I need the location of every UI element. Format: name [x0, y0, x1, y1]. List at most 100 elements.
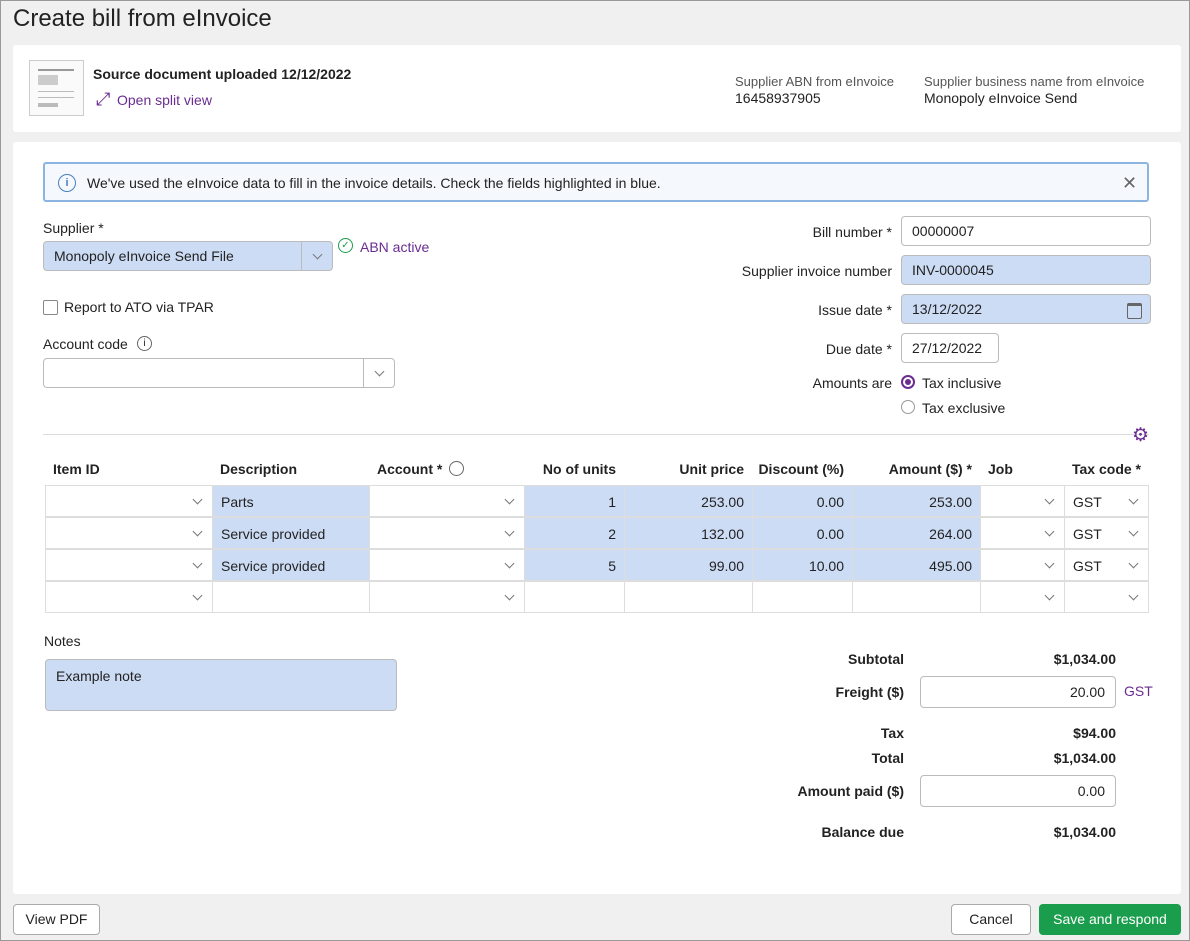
table-cell[interactable] [524, 581, 625, 613]
due-date-input[interactable]: 27/12/2022 [901, 333, 999, 363]
column-header: Unit price [679, 461, 744, 477]
balance-label: Balance due [821, 824, 904, 840]
abn-check-icon: ✓ [338, 238, 353, 253]
supplier-invoice-label: Supplier invoice number [741, 263, 892, 279]
table-cell[interactable]: Service provided [212, 517, 370, 549]
radio[interactable] [901, 400, 915, 414]
table-cell[interactable] [45, 581, 213, 613]
column-header: No of units [542, 461, 616, 477]
abn-value: 16458937905 [735, 90, 821, 106]
table-cell[interactable]: 99.00 [624, 549, 753, 581]
view-pdf-button[interactable]: View PDF [13, 904, 100, 935]
paid-label: Amount paid ($) [797, 783, 904, 799]
abn-label: Supplier ABN from eInvoice [735, 74, 894, 89]
amounts-label: Amounts are [812, 375, 892, 391]
freight-input[interactable]: 20.00 [920, 676, 1116, 708]
table-cell[interactable]: 1 [524, 485, 625, 517]
freight-tax-code[interactable]: GST [1124, 683, 1153, 699]
tax-value: $94.00 [1073, 725, 1116, 741]
tpar-checkbox[interactable] [43, 300, 58, 315]
table-cell[interactable]: Parts [212, 485, 370, 517]
table-cell[interactable] [1064, 581, 1149, 613]
paid-input[interactable]: 0.00 [920, 775, 1116, 807]
bill-number-label: Bill number * [812, 224, 892, 240]
table-cell[interactable] [852, 581, 981, 613]
column-header: Discount (%) [758, 461, 844, 477]
document-thumbnail[interactable] [29, 60, 84, 116]
due-date-label: Due date * [825, 341, 892, 357]
table-cell[interactable]: 10.00 [752, 549, 853, 581]
calendar-icon[interactable] [1127, 303, 1142, 319]
table-cell[interactable]: 264.00 [852, 517, 981, 549]
tax-label: Tax [880, 725, 904, 741]
upload-info: Source document uploaded 12/12/2022 [93, 66, 352, 82]
supplier-invoice-input[interactable]: INV-0000045 [901, 255, 1151, 285]
notes-label: Notes [44, 633, 81, 649]
info-alert [43, 162, 1149, 202]
business-label: Supplier business name from eInvoice [924, 74, 1145, 89]
table-cell[interactable]: 132.00 [624, 517, 753, 549]
cancel-button[interactable]: Cancel [951, 904, 1031, 935]
table-cell[interactable] [45, 485, 213, 517]
abn-status: ABN active [360, 239, 430, 255]
column-header: Account * [377, 461, 443, 477]
account-code-select[interactable] [43, 358, 395, 388]
table-cell[interactable]: GST [1064, 517, 1149, 549]
close-alert[interactable]: ✕ [1122, 173, 1138, 193]
table-cell[interactable] [45, 549, 213, 581]
total-label: Total [871, 750, 904, 766]
info-icon [449, 461, 464, 476]
subtotal-value: $1,034.00 [1053, 651, 1116, 667]
table-cell[interactable] [369, 517, 525, 549]
info-icon: i [58, 174, 76, 192]
bill-number-input[interactable]: 00000007 [901, 216, 1151, 246]
table-cell[interactable] [212, 581, 370, 613]
issue-date-label: Issue date * [818, 302, 892, 318]
notes-input[interactable]: Example note [45, 659, 397, 711]
table-cell[interactable]: GST [1064, 485, 1149, 517]
radio-selected[interactable] [901, 375, 915, 389]
supplier-select[interactable]: Monopoly eInvoice Send File [43, 241, 333, 271]
alert-text: We've used the eInvoice data to fill in … [87, 175, 661, 191]
business-value: Monopoly eInvoice Send [924, 90, 1078, 106]
settings-icon[interactable]: ⚙ [1132, 425, 1150, 446]
save-button[interactable]: Save and respond [1039, 904, 1181, 935]
table-cell[interactable] [45, 517, 213, 549]
table-cell[interactable]: Service provided [212, 549, 370, 581]
table-cell[interactable]: 253.00 [852, 485, 981, 517]
column-header: Tax code * [1072, 461, 1141, 477]
balance-value: $1,034.00 [1053, 824, 1116, 840]
account-code-label: Account code [43, 336, 128, 352]
column-header: Amount ($) * [888, 461, 972, 477]
split-icon: ⤢ [96, 89, 111, 109]
column-header: Description [220, 461, 298, 477]
tax-inclusive-label: Tax inclusive [922, 375, 1002, 391]
freight-label: Freight ($) [835, 684, 904, 700]
total-value: $1,034.00 [1053, 750, 1116, 766]
tpar-label: Report to ATO via TPAR [64, 299, 214, 315]
divider [43, 434, 1149, 435]
column-header: Job [988, 461, 1013, 477]
table-cell[interactable]: 0.00 [752, 517, 853, 549]
table-cell[interactable] [752, 581, 853, 613]
table-cell[interactable] [369, 549, 525, 581]
subtotal-label: Subtotal [848, 651, 904, 667]
table-cell[interactable]: 0.00 [752, 485, 853, 517]
table-cell[interactable] [369, 485, 525, 517]
supplier-label: Supplier * [43, 220, 104, 236]
page-title: Create bill from eInvoice [13, 5, 272, 32]
issue-date-input[interactable]: 13/12/2022 [901, 294, 1151, 324]
source-card [13, 45, 1181, 132]
table-cell[interactable]: 495.00 [852, 549, 981, 581]
table-cell[interactable]: 5 [524, 549, 625, 581]
column-header: Item ID [53, 461, 100, 477]
split-view-link[interactable]: Open split view [117, 92, 212, 108]
table-cell[interactable]: GST [1064, 549, 1149, 581]
table-cell[interactable] [624, 581, 753, 613]
table-cell[interactable]: 2 [524, 517, 625, 549]
info-icon: i [137, 336, 152, 351]
table-cell[interactable] [369, 581, 525, 613]
tax-exclusive-label: Tax exclusive [922, 400, 1006, 416]
table-cell[interactable]: 253.00 [624, 485, 753, 517]
